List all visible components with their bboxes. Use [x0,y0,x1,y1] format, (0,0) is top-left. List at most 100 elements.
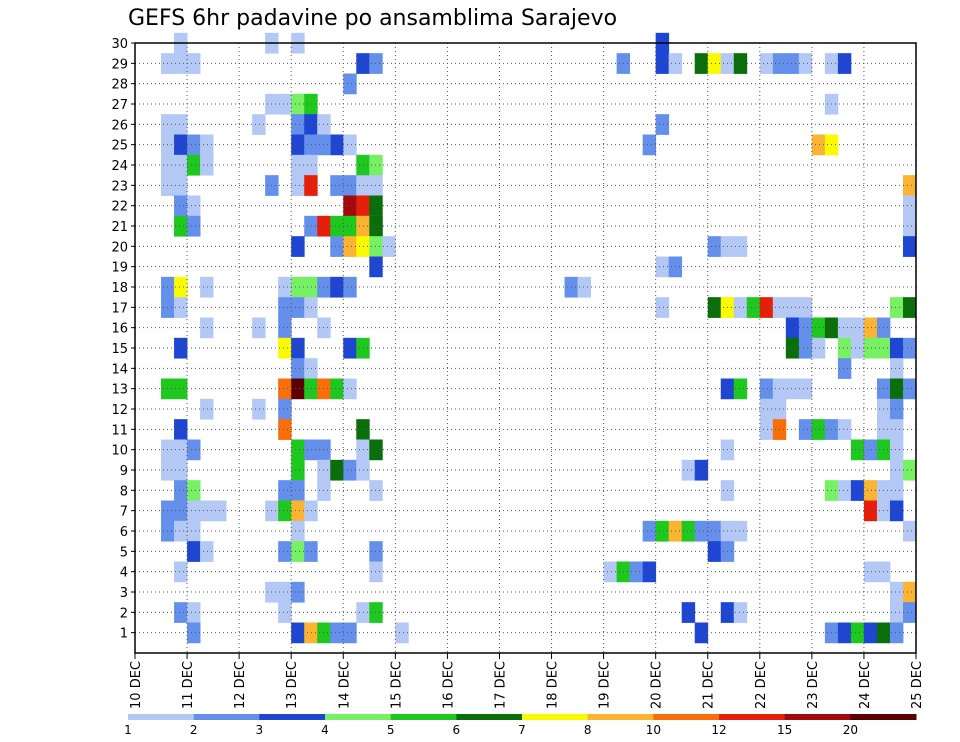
heatmap-cell [343,134,357,156]
heatmap-cell [577,276,591,298]
y-tick-label: 10 [111,444,128,459]
legend-color-swatch [390,714,457,720]
legend-label: 2 [190,723,198,737]
heatmap-cell [304,541,318,562]
heatmap-cell [174,520,188,542]
heatmap-cell [278,581,292,603]
heatmap-cell [369,195,383,217]
heatmap-cell [174,297,188,318]
heatmap-cell [343,236,357,257]
heatmap-cell [291,337,305,359]
y-tick-label: 7 [120,505,128,520]
heatmap-cell [759,419,774,440]
heatmap-cell [200,317,214,339]
heatmap-cell [785,378,800,400]
heatmap-cell [395,622,409,644]
heatmap-cell [785,337,800,359]
heatmap-cell [694,622,709,644]
legend-label: 1 [124,723,132,737]
heatmap-cell [187,134,201,156]
heatmap-cell [889,419,904,440]
heatmap-cell [733,297,748,318]
heatmap-cell [174,500,188,522]
heatmap-cell [759,378,774,400]
heatmap-cell [174,561,188,583]
heatmap-cell [889,378,904,400]
heatmap-cell [187,195,201,217]
heatmap-cell [187,602,201,623]
legend-color-swatch [850,714,917,720]
heatmap-cell [811,134,826,156]
heatmap-cell [291,93,305,115]
heatmap-cell [889,398,904,420]
heatmap-cell [278,500,292,522]
heatmap-cell [655,297,670,318]
heatmap-cell [187,439,201,461]
heatmap-cell [291,154,305,176]
heatmap-cell [304,378,318,400]
y-tick-label: 18 [111,281,128,296]
heatmap-cell [356,175,370,196]
legend-color-swatch [784,714,851,720]
heatmap-cell [291,581,305,603]
x-tick-label: 11 DEC [181,661,196,709]
heatmap-cell [187,480,201,501]
heatmap-cell [369,561,383,583]
heatmap-cell [837,337,852,359]
heatmap-cell [356,236,370,257]
heatmap-cell [889,500,904,522]
heatmap-cell [174,459,188,481]
heatmap-cell [200,541,214,562]
heatmap-cell [707,520,722,542]
heatmap-cell [837,358,852,379]
heatmap-cell [174,276,188,298]
heatmap-cell [304,439,318,461]
y-tick-label: 27 [111,98,128,113]
heatmap-cell [850,622,865,644]
heatmap-cell [174,419,188,440]
heatmap-cell [343,195,357,217]
heatmap-cell [200,500,214,522]
heatmap-cell [863,337,878,359]
legend-color-swatch [325,714,392,720]
legend-color-swatch [653,714,720,720]
heatmap-cell [343,378,357,400]
x-tick-label: 14 DEC [337,661,352,709]
heatmap-cell [785,297,800,318]
x-tick-label: 21 DEC [702,661,717,709]
heatmap-cell [330,276,344,298]
x-tick-label: 18 DEC [546,661,561,709]
heatmap-cell [174,53,188,74]
x-tick-label: 22 DEC [754,661,769,709]
heatmap-cell [382,236,396,257]
heatmap-cell [187,541,201,562]
heatmap-cell [174,439,188,461]
heatmap-cell [798,419,813,440]
heatmap-cell [291,541,305,562]
heatmap-cell [850,317,865,339]
heatmap-cell [278,398,292,420]
x-tick-label: 15 DEC [389,661,404,709]
heatmap-cell [811,317,826,339]
y-tick-label: 5 [120,545,128,560]
y-tick-label: 6 [120,525,128,540]
legend-label: 15 [777,723,792,737]
y-tick-label: 15 [111,342,128,357]
y-tick-label: 16 [111,322,128,337]
heatmap-cell [174,378,188,400]
heatmap-cell [811,337,826,359]
heatmap-cell [889,581,904,603]
y-tick-label: 2 [120,606,128,621]
legend-color-swatch [587,714,654,720]
legend-label: 6 [453,723,461,737]
heatmap-cell [304,358,318,379]
heatmap-cell [863,480,878,501]
heatmap-cell [798,53,813,74]
heatmap-cell [330,236,344,257]
heatmap-cell [655,114,670,135]
heatmap-cell [369,541,383,562]
x-tick-label: 23 DEC [806,661,821,709]
heatmap-cell [356,602,370,623]
heatmap-cell [356,195,370,217]
legend-color-swatch [128,714,195,720]
